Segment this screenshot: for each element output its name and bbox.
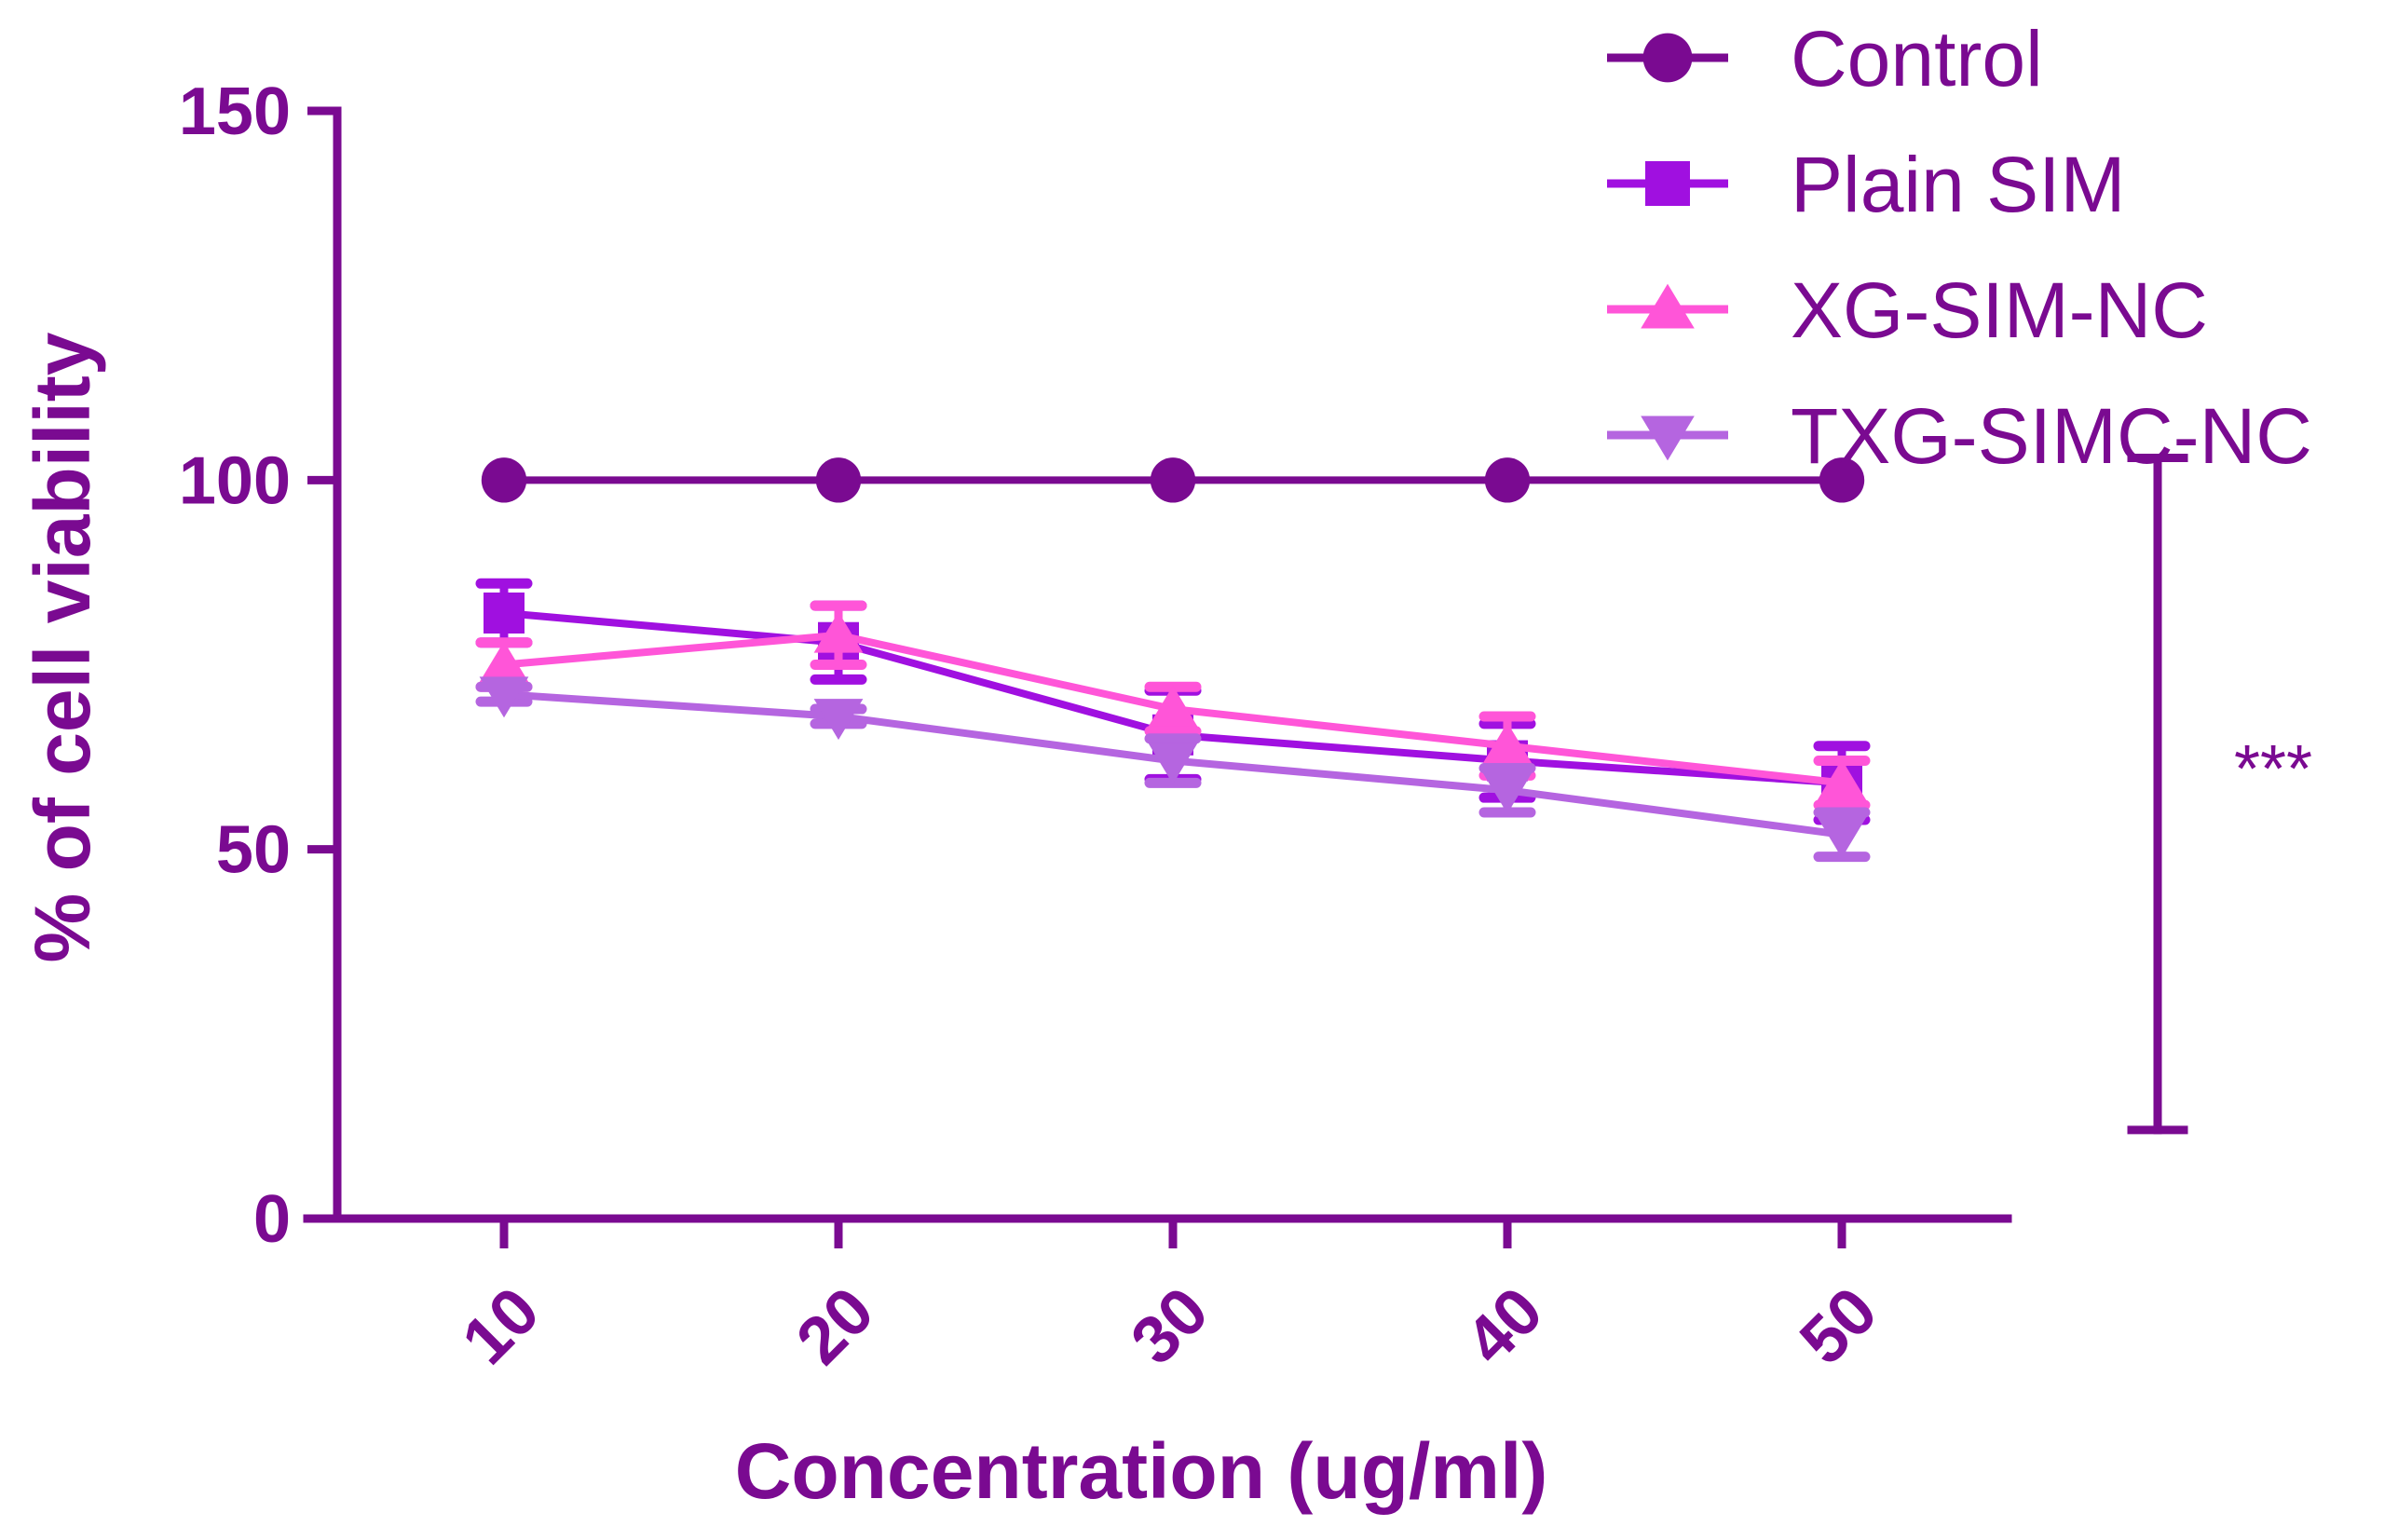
legend-item: Control xyxy=(1607,15,2043,102)
series-layer xyxy=(475,457,1871,863)
data-point xyxy=(1150,457,1196,503)
data-point xyxy=(1482,722,1533,764)
significance-annotation: *** xyxy=(2127,454,2312,1135)
data-point xyxy=(1484,457,1531,503)
data-point xyxy=(1817,759,1867,801)
legend-label: Plain SIM xyxy=(1791,141,2125,228)
legend-marker xyxy=(1641,416,1695,461)
data-point xyxy=(1148,685,1198,727)
y-axis-ticks: 0 50 100 150 xyxy=(179,75,337,1257)
y-tick-label: 100 xyxy=(179,443,291,518)
data-point xyxy=(479,641,529,683)
data-point xyxy=(1819,457,1865,503)
data-point xyxy=(481,457,527,503)
data-point xyxy=(815,457,862,503)
x-tick-label: 20 xyxy=(783,1274,888,1379)
y-tick-label: 50 xyxy=(216,813,291,888)
legend-marker xyxy=(1642,33,1693,83)
data-point xyxy=(484,593,525,634)
legend-label: Control xyxy=(1791,15,2043,102)
data-point xyxy=(813,611,864,653)
significance-label: *** xyxy=(2234,732,2312,807)
legend-item: TXG-SIMC-NC xyxy=(1607,392,2312,480)
data-point xyxy=(1482,772,1533,814)
x-tick-label: 10 xyxy=(448,1274,553,1379)
legend-label: TXG-SIMC-NC xyxy=(1791,392,2312,480)
y-tick-label: 150 xyxy=(179,75,291,149)
series-control xyxy=(481,457,1865,503)
legend: Control Plain SIM XG-SIM-NC TXG-SIMC-NC xyxy=(1607,15,2312,480)
legend-marker xyxy=(1645,161,1690,206)
data-point xyxy=(1148,743,1198,784)
data-point xyxy=(813,699,864,741)
data-point xyxy=(479,676,529,718)
legend-marker xyxy=(1641,283,1695,329)
series-txg-simc-nc xyxy=(475,676,1871,863)
x-tick-label: 40 xyxy=(1451,1274,1557,1379)
x-axis-ticks: 10 20 30 40 50 xyxy=(448,1219,1891,1379)
y-axis-title: % of cell viability xyxy=(19,332,106,962)
data-point xyxy=(1817,817,1867,858)
legend-item: XG-SIM-NC xyxy=(1607,266,2208,354)
x-tick-label: 30 xyxy=(1117,1274,1222,1379)
legend-label: XG-SIM-NC xyxy=(1791,266,2208,354)
x-axis-title: Concentration (ug/ml) xyxy=(735,1427,1548,1515)
x-tick-label: 50 xyxy=(1786,1274,1891,1379)
y-tick-label: 0 xyxy=(253,1182,291,1257)
legend-item: Plain SIM xyxy=(1607,141,2125,228)
